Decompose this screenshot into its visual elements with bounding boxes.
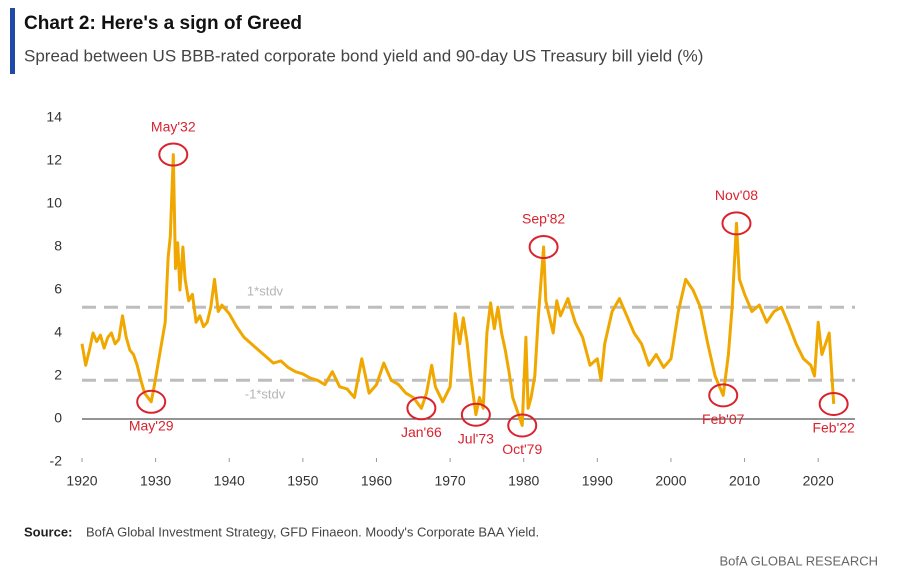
annotation-label: Jul'73 bbox=[458, 430, 494, 446]
source-label: Source: bbox=[24, 524, 72, 539]
chart-subtitle: Spread between US BBB-rated corporate bo… bbox=[24, 46, 703, 65]
title-bar bbox=[10, 8, 15, 74]
x-tick-label: 1940 bbox=[214, 473, 245, 489]
annotation-circle bbox=[460, 402, 491, 427]
y-tick-label: 2 bbox=[54, 367, 62, 383]
annotation-circle bbox=[406, 396, 437, 421]
x-tick-label: 1990 bbox=[582, 473, 613, 489]
y-tick-label: 0 bbox=[54, 410, 62, 426]
x-tick-label: 1950 bbox=[287, 473, 318, 489]
x-tick-label: 2000 bbox=[655, 473, 686, 489]
footer: BofA GLOBAL RESEARCH bbox=[720, 553, 878, 568]
source: BofA Global Investment Strategy, GFD Fin… bbox=[86, 524, 539, 539]
series-line bbox=[80, 153, 836, 427]
y-tick-label: 12 bbox=[46, 152, 62, 168]
y-tick-label: 14 bbox=[46, 109, 62, 125]
y-tick-label: 4 bbox=[54, 324, 62, 340]
annotation-circle bbox=[708, 383, 739, 408]
reference-label: 1*stdv bbox=[247, 284, 284, 299]
annotation-circle bbox=[158, 142, 189, 167]
annotation-label: Nov'08 bbox=[715, 187, 758, 203]
annotation-label: Feb'07 bbox=[702, 411, 745, 427]
y-tick-label: 8 bbox=[54, 238, 62, 254]
annotation-circle bbox=[721, 211, 752, 236]
x-tick-label: 2020 bbox=[803, 473, 834, 489]
x-tick-label: 1930 bbox=[140, 473, 171, 489]
chart-title: Chart 2: Here's a sign of Greed bbox=[24, 13, 302, 34]
reference-label: -1*stdv bbox=[245, 387, 286, 402]
annotation-label: May'29 bbox=[129, 418, 174, 434]
y-tick-label: 6 bbox=[54, 281, 62, 297]
x-tick-label: 1980 bbox=[508, 473, 539, 489]
annotation-circle bbox=[507, 413, 538, 438]
annotation-circle bbox=[136, 389, 167, 414]
annotation-label: Oct'79 bbox=[502, 441, 542, 457]
annotation-label: Sep'82 bbox=[522, 211, 565, 227]
annotation-label: Feb'22 bbox=[812, 420, 855, 436]
annotation-label: May'32 bbox=[151, 118, 196, 134]
annotation-circle bbox=[528, 235, 559, 259]
annotation-circle bbox=[818, 391, 849, 416]
x-tick-label: 1960 bbox=[361, 473, 392, 489]
x-tick-label: 2010 bbox=[729, 473, 760, 489]
x-tick-label: 1920 bbox=[66, 473, 97, 489]
annotation-label: Jan'66 bbox=[401, 424, 442, 440]
y-tick-label: 10 bbox=[46, 195, 62, 211]
x-tick-label: 1970 bbox=[435, 473, 466, 489]
y-tick-label: -2 bbox=[50, 453, 63, 469]
